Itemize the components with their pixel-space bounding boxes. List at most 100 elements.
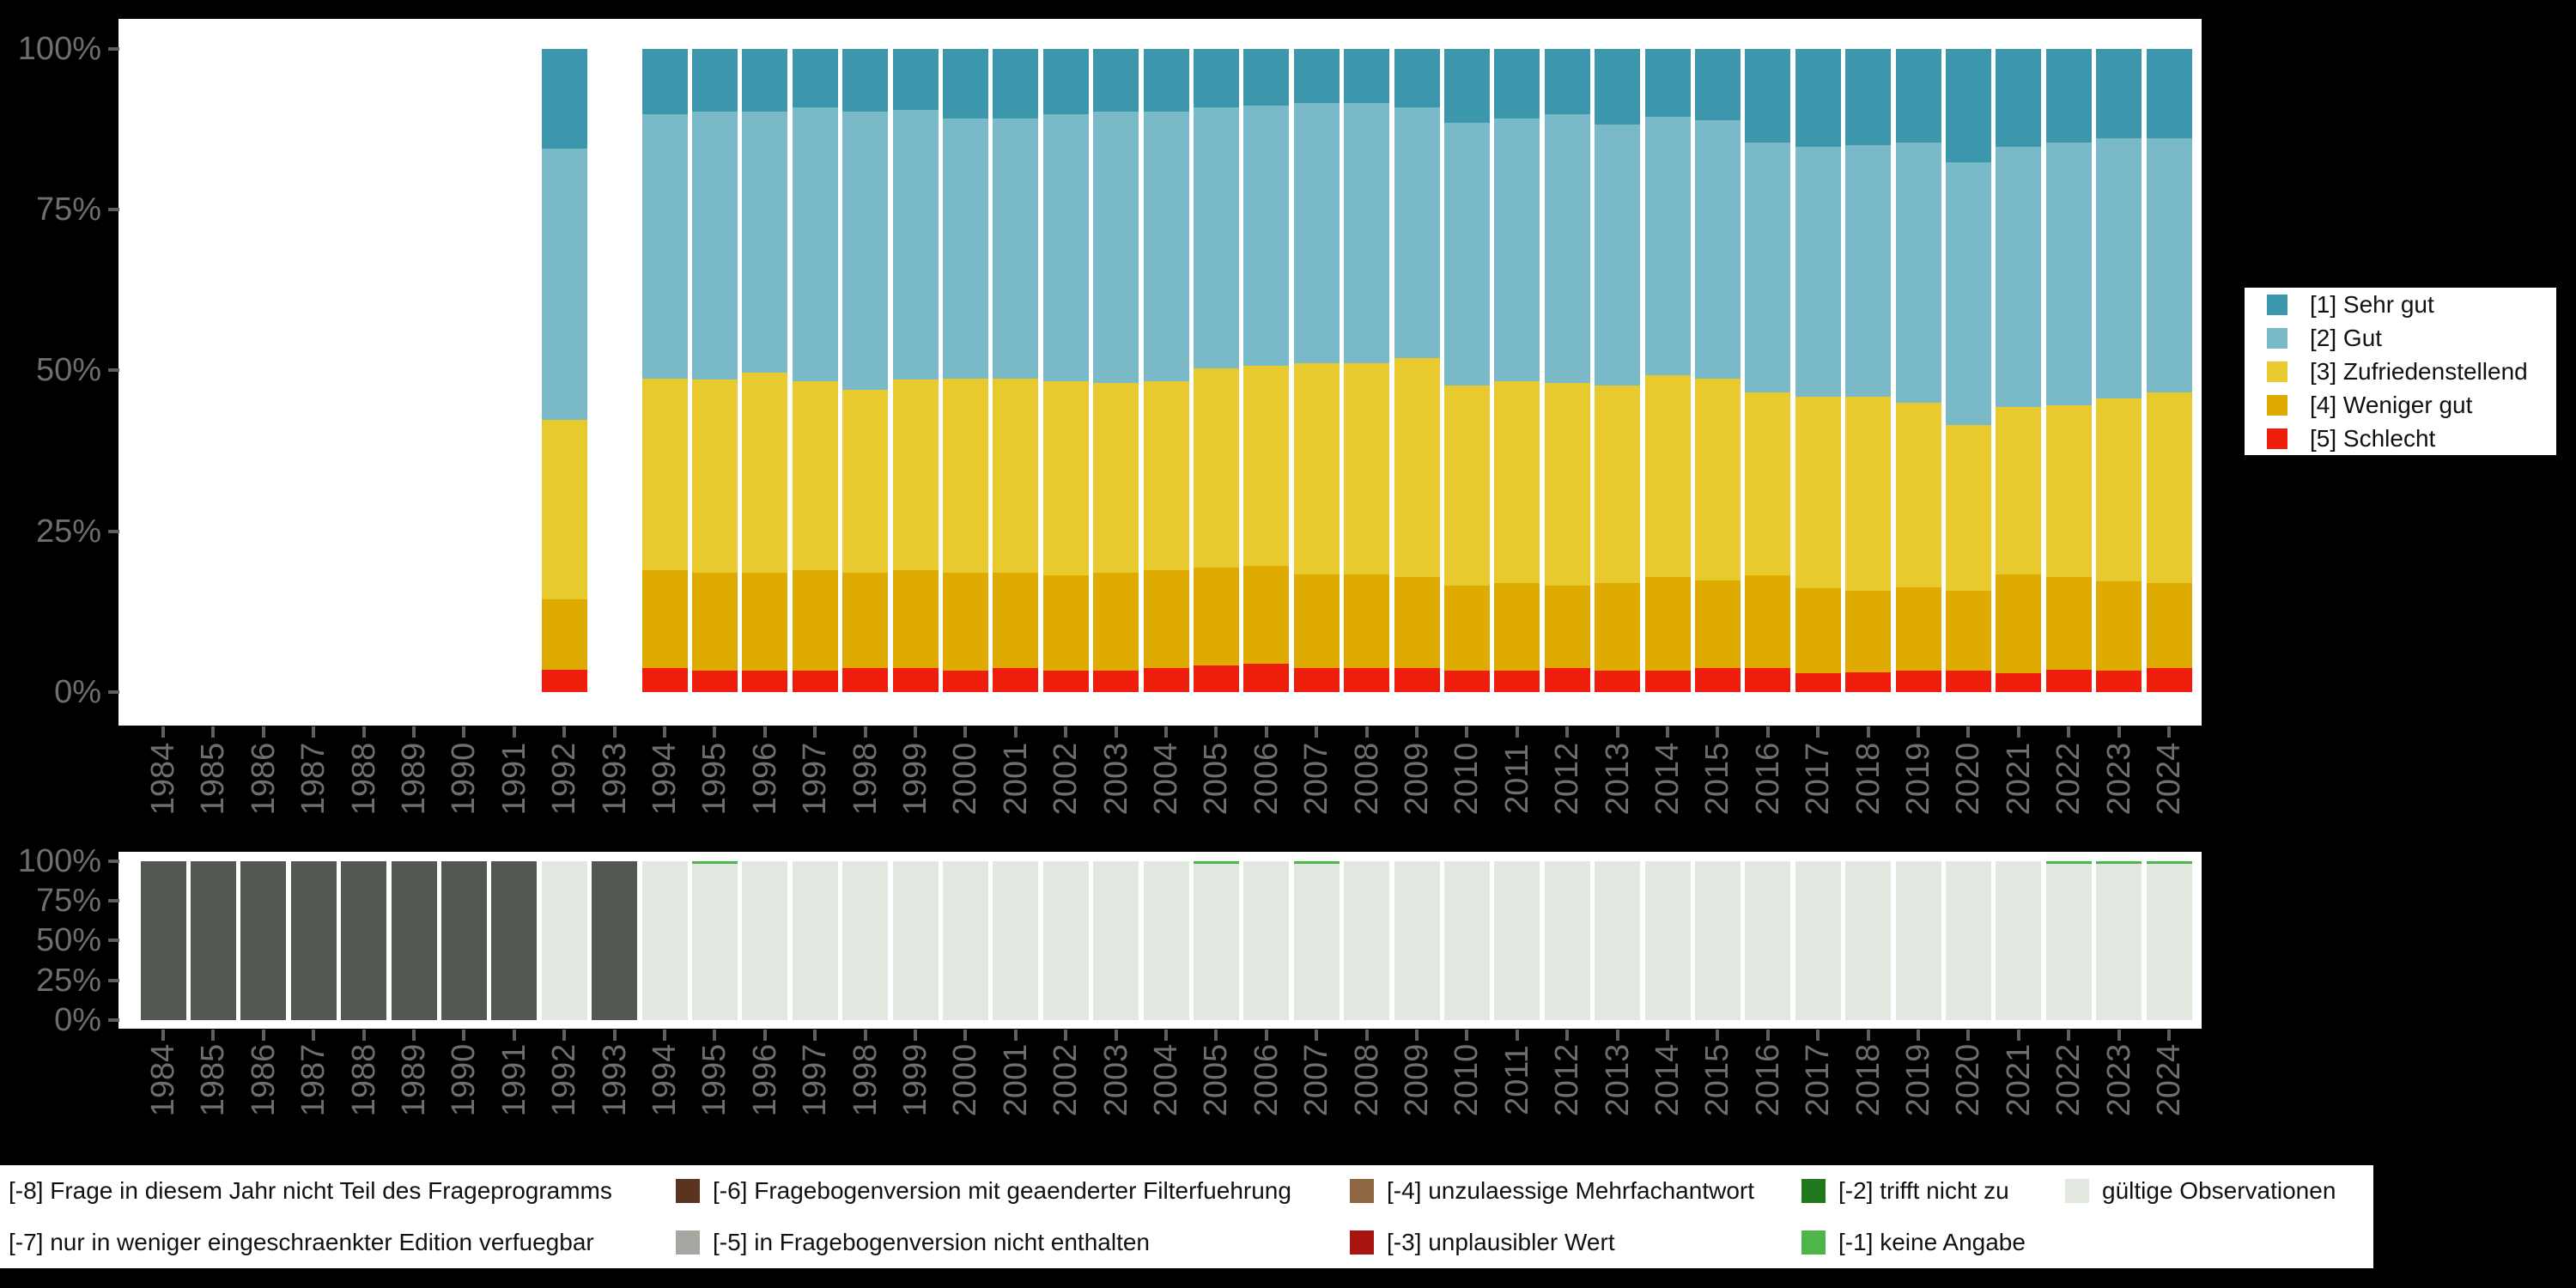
bar-segment-sehr-gut [892,49,939,111]
legend-swatch-schlecht [2267,428,2287,449]
bar-missings-2000 [942,861,988,1020]
x-axis-tick-missings [1315,1030,1319,1041]
bar-segment-gut [1694,120,1741,380]
bar-segment-gut [1243,105,1290,367]
bar-missings-1996 [742,861,788,1020]
x-axis-label-answers: 2021 [2000,742,2037,816]
bar-segment-schlecht [2096,670,2142,692]
x-axis-label-answers: 1988 [345,742,382,816]
bar-segment-gut [2096,138,2142,399]
bar-segment-weniger-gut [1093,572,1139,671]
bar-segment-zufriedenstellend [1394,357,1440,577]
x-axis-label-missings: 1984 [145,1043,181,1117]
x-axis-label-missings: 2019 [1900,1043,1936,1117]
x-axis-label-missings: 2021 [2000,1043,2037,1117]
legend-swatch-code-minus-5 [676,1230,700,1255]
bar-segment-frage-nicht-teil [341,861,387,1020]
legend-label-zufriedenstellend: [3] Zufriedenstellend [2310,357,2528,385]
bar-segment-sehr-gut [641,49,688,114]
x-axis-tick-missings [312,1030,316,1041]
x-axis-tick-missings [211,1030,216,1041]
bar-segment-zufriedenstellend [1293,363,1340,574]
x-axis-label-answers: 2023 [2100,742,2137,816]
bar-segment-schlecht [1745,668,1791,692]
x-axis-label-missings: 2002 [1048,1043,1084,1117]
x-axis-label-missings: 2022 [2050,1043,2087,1117]
bar-answers-2020 [1945,49,1991,692]
x-axis-tick-answers [2167,726,2171,738]
x-axis-tick-answers [1264,726,1268,738]
bar-answers-1994 [641,49,688,692]
bar-segment-schlecht [1544,668,1590,692]
x-axis-tick-missings [1765,1030,1770,1041]
bar-segment-weniger-gut [1996,574,2042,673]
bar-segment-sehr-gut [1644,49,1691,117]
x-axis-label-answers: 2013 [1599,742,1636,816]
bar-segment-sehr-gut [1996,49,2042,147]
bar-segment-zufriedenstellend [1042,381,1089,575]
legend-item-sehr-gut: [1] Sehr gut [2267,291,2556,319]
bar-segment-zufriedenstellend [1795,397,1841,588]
bar-missings-2019 [1895,861,1941,1020]
legend-label-schlecht: [5] Schlecht [2310,424,2436,452]
y-axis-label-answers: 0% [54,674,101,710]
bar-segment-frage-nicht-teil [240,861,287,1020]
x-axis-label-answers: 1986 [245,742,282,816]
bar-segment-weniger-gut [892,570,939,669]
x-axis-label-missings: 2004 [1148,1043,1184,1117]
bar-segment-gut [1443,123,1490,386]
bar-answers-1995 [691,49,738,692]
x-axis-tick-missings [1364,1030,1369,1041]
legend-label-gut: [2] Gut [2310,324,2383,351]
bar-segment-zufriedenstellend [792,381,838,571]
x-axis-label-answers: 2002 [1048,742,1084,816]
bar-segment-schlecht [641,668,688,692]
x-axis-label-missings: 2020 [1950,1043,1987,1117]
x-axis-tick-missings [1966,1030,1971,1041]
bar-segment-gueltige-observationen [1494,861,1540,1020]
x-axis-label-answers: 1991 [495,742,532,816]
bar-segment-weniger-gut [541,599,587,670]
bar-segment-zufriedenstellend [2096,398,2142,582]
bar-missings-1995 [691,861,738,1020]
x-axis-tick-answers [1716,726,1720,738]
y-axis-tick-missings [108,1018,119,1022]
bar-answers-2021 [1996,49,2042,692]
legend-item-code-minus-4: [-4] unzulaessige Mehrfachantwort [1350,1177,1801,1205]
legend-label-code-minus-2: [-2] trifft nicht zu [1838,1177,2009,1204]
bar-segment-weniger-gut [1143,570,1189,669]
legend-swatch-weniger-gut [2267,394,2287,416]
legend-swatch-code-minus-2 [1801,1179,1826,1203]
x-axis-label-missings: 1992 [546,1043,583,1117]
x-axis-tick-missings [713,1030,717,1041]
y-axis-label-answers: 50% [35,352,101,388]
bar-missings-2001 [993,861,1039,1020]
y-axis-tick-missings [108,899,119,902]
x-axis-tick-answers [1765,726,1770,738]
x-axis-label-missings: 2018 [1850,1043,1886,1117]
legend-item-gut: [2] Gut [2267,325,2556,352]
missings-legend: [-8] Frage in diesem Jahr nicht Teil des… [0,1165,2373,1268]
bar-segment-weniger-gut [1544,585,1590,669]
legend-item-code-minus-5: [-5] in Fragebogenversion nicht enthalte… [676,1229,1350,1256]
bar-segment-zufriedenstellend [1344,363,1390,574]
bar-segment-gueltige-observationen [2045,863,2092,1020]
x-axis-tick-answers [261,726,265,738]
bar-segment-gut [1996,146,2042,408]
x-axis-tick-answers [914,726,917,738]
x-axis-tick-missings [562,1030,567,1041]
bar-missings-1989 [391,861,437,1020]
y-axis-label-missings: 100% [17,843,101,879]
x-axis-label-missings: 2014 [1649,1043,1686,1117]
x-axis-tick-answers [512,726,516,738]
legend-label-gueltige-observationen: gültige Observationen [2102,1177,2336,1204]
bar-segment-frage-nicht-teil [491,861,538,1020]
bar-answers-2007 [1293,49,1340,692]
bar-segment-weniger-gut [1694,580,1741,669]
x-axis-label-missings: 2008 [1348,1043,1385,1117]
legend-swatch-code-minus-6 [676,1179,700,1203]
bar-segment-schlecht [1293,668,1340,692]
x-axis-tick-missings [1917,1030,1920,1041]
x-axis-label-answers: 2003 [1097,742,1134,816]
x-axis-tick-missings [412,1030,416,1041]
